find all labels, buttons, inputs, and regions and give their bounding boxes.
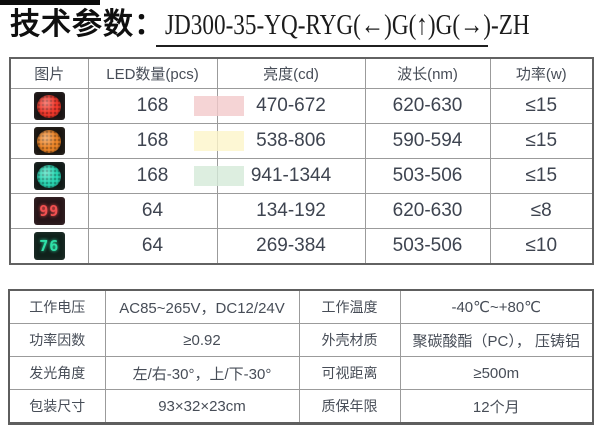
table-row: 168 470-672 620-630 ≤15 [9,88,594,124]
param-value: ≥0.92 [104,323,300,357]
table-row: 99 64 134-192 620-630 ≤8 [9,193,594,229]
param-label: 工作电压 [8,289,106,324]
param-value: -40℃~+80℃ [399,289,594,324]
table-row: 工作电压 AC85~265V，DC12/24V 工作温度 -40℃~+80℃ [8,289,594,324]
image-cell [9,123,89,159]
param-value: 左/右-30°，上/下-30° [104,356,300,390]
table-row: 包装尺寸 93×32×23cm 质保年限 12个月 [8,389,594,424]
led-spec-table: 图片 LED数量(pcs) 亮度(cd) 波长(nm) 功率(w) 168 47… [9,57,594,265]
brightness-value: 470-672 [256,95,326,116]
led-count-value: 64 [87,228,218,265]
param-label: 可视距离 [298,356,401,390]
power-value: ≤8 [489,193,594,229]
brightness-value: 538-806 [256,130,326,151]
col-header-led-count: LED数量(pcs) [87,57,218,89]
yellow-light-icon [33,127,65,155]
param-label: 包装尺寸 [8,389,106,424]
col-header-image: 图片 [9,57,89,89]
param-label: 发光角度 [8,356,106,390]
green-light-icon [33,162,65,190]
table-row: 76 64 269-384 503-506 ≤10 [9,228,594,265]
col-header-power: 功率(w) [489,57,594,89]
spec-header-row: 图片 LED数量(pcs) 亮度(cd) 波长(nm) 功率(w) [9,57,594,89]
wavelength-value: 503-506 [364,228,491,265]
param-value: AC85~265V，DC12/24V [104,289,300,324]
led-count-value: 64 [87,193,218,229]
table-row: 功率因数 ≥0.92 外壳材质 聚碳酸酯（PC）， 压铸铝 [8,323,594,357]
brightness-cell: 941-1344 [193,158,366,194]
green-lens [37,164,62,188]
image-cell: 99 [9,193,89,229]
brightness-value: 269-384 [256,235,326,256]
table-row: 168 538-806 590-594 ≤15 [9,123,594,159]
brightness-cell: 269-384 [216,228,366,265]
param-value: ≥500m [399,356,594,390]
led-count-value: 168 [87,158,218,194]
red-lens [37,94,62,118]
parameters-table: 工作电压 AC85~265V，DC12/24V 工作温度 -40℃~+80℃ 功… [8,289,594,425]
brightness-cell: 470-672 [193,88,366,124]
led-count-value: 168 [87,88,218,124]
power-value: ≤15 [489,88,594,124]
power-value: ≤15 [489,158,594,194]
page-title: 技术参数：JD300-35-YQ-RYG(←)G(↑)G(→)-ZH [10,5,600,45]
brightness-cell: 134-192 [216,193,366,229]
brightness-value: 941-1344 [250,165,332,186]
top-left-black-bar [0,0,100,5]
green-countdown-icon: 76 [33,232,65,260]
param-value: 12个月 [399,389,594,424]
power-value: ≤10 [489,228,594,265]
param-label: 外壳材质 [298,323,401,357]
yellow-lens [37,129,62,153]
brightness-value: 134-192 [256,200,326,221]
green-countdown-digits: 76 [39,236,60,255]
col-header-brightness: 亮度(cd) [216,57,366,89]
image-cell [9,88,89,124]
param-value: 93×32×23cm [104,389,300,424]
wavelength-value: 620-630 [364,88,491,124]
table-row: 168 941-1344 503-506 ≤15 [9,158,594,194]
title-model-code: JD300-35-YQ-RYG(←)G(↑)G(→)-ZH [165,9,530,41]
wavelength-value: 503-506 [364,158,491,194]
red-countdown-digits: 99 [39,201,60,220]
image-cell: 76 [9,228,89,265]
title-label: 技术参数： [10,8,165,41]
red-light-icon [33,92,65,120]
image-cell [9,158,89,194]
table-row: 发光角度 左/右-30°，上/下-30° 可视距离 ≥500m [8,356,594,390]
brightness-cell: 538-806 [193,123,366,159]
power-value: ≤15 [489,123,594,159]
param-label: 质保年限 [298,389,401,424]
wavelength-value: 620-630 [364,193,491,229]
wavelength-value: 590-594 [364,123,491,159]
led-count-value: 168 [87,123,218,159]
red-countdown-icon: 99 [33,197,65,225]
param-label: 工作温度 [298,289,401,324]
title-underline [156,45,488,47]
param-label: 功率因数 [8,323,106,357]
col-header-wavelength: 波长(nm) [364,57,491,89]
param-value: 聚碳酸酯（PC）， 压铸铝 [399,323,594,357]
